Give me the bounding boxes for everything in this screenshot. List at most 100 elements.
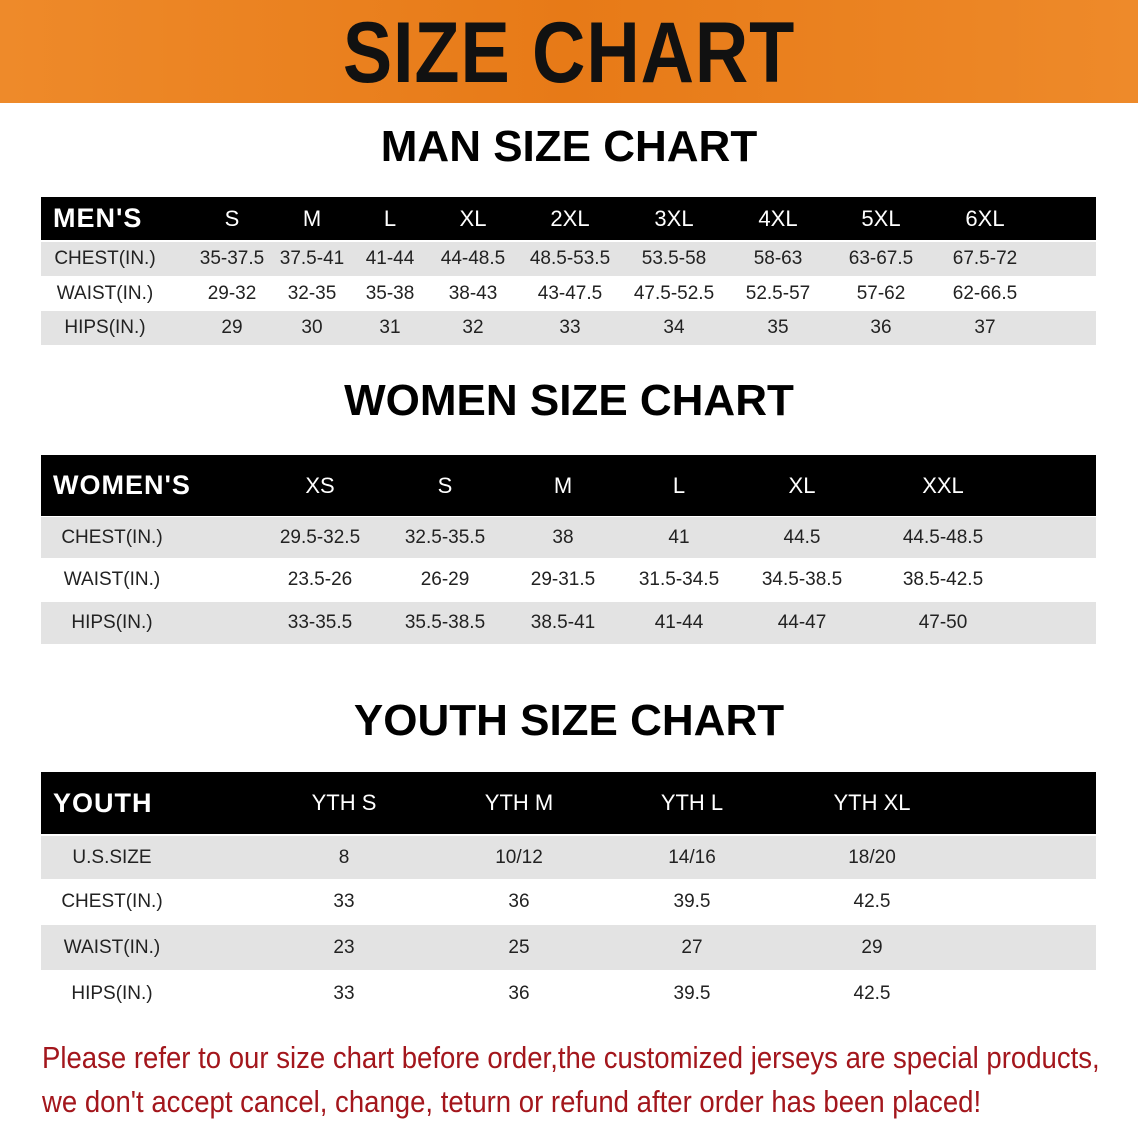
measurement-label: CHEST(IN.)	[61, 891, 163, 912]
measurement-value: 33-35.5	[287, 612, 353, 633]
measurement-value: 42.5	[853, 982, 891, 1004]
youth-header-label: YOUTH	[53, 787, 153, 818]
measurement-value: 10/12	[495, 846, 543, 868]
size-column-header: XL	[788, 472, 816, 498]
measurement-value: 39.5	[673, 982, 711, 1004]
men-header-row: MEN'S S M L XL 2XL 3XL 4XL 5XL 6XL	[41, 197, 1096, 240]
youth-size-table: YOUTH YTH S YTH M YTH L YTH XL U.S.SIZE 8 10/12…	[41, 772, 1096, 1016]
size-column-header: YTH L	[660, 790, 724, 815]
measurement-label: HIPS(IN.)	[71, 612, 153, 633]
size-column-header: L	[383, 205, 397, 231]
size-column-header: S	[437, 472, 453, 498]
size-column-header: XXL	[922, 472, 964, 498]
women-header-label: WOMEN'S	[53, 470, 191, 500]
measurement-value: 36	[508, 982, 530, 1004]
measurement-value: 37	[974, 317, 996, 338]
measurement-value: 44-48.5	[440, 248, 506, 269]
measurement-value: 35-38	[365, 283, 415, 304]
measurement-value: 36	[508, 891, 530, 912]
banner-title: SIZE CHART	[342, 5, 796, 101]
measurement-value: 29-32	[207, 283, 257, 304]
women-section-title: WOMEN SIZE CHART	[344, 376, 794, 425]
measurement-label: U.S.SIZE	[72, 846, 152, 868]
size-column-header: 6XL	[965, 205, 1005, 231]
measurement-label: WAIST(IN.)	[56, 283, 154, 304]
measurement-value: 31	[379, 317, 401, 338]
measurement-value: 44.5-48.5	[902, 526, 984, 548]
policy-note-line-2: we don't accept cancel, change, teturn o…	[42, 1084, 982, 1119]
measurement-value: 48.5-53.5	[529, 248, 611, 269]
measurement-value: 35-37.5	[199, 248, 265, 269]
measurement-value: 34	[663, 317, 685, 338]
table-row: CHEST(IN.) 35-37.5 37.5-41 41-44 44-48.5 48.5…	[41, 242, 1096, 276]
measurement-label: CHEST(IN.)	[61, 526, 163, 548]
measurement-value: 25	[508, 936, 530, 958]
size-column-header: 5XL	[861, 205, 901, 231]
table-row: U.S.SIZE 8 10/12 14/16 18/20	[41, 836, 1096, 879]
measurement-value: 8	[338, 846, 350, 868]
measurement-value: 33	[333, 891, 355, 912]
measurement-value: 47.5-52.5	[633, 283, 715, 304]
measurement-value: 41-44	[365, 248, 415, 269]
measurement-value: 35.5-38.5	[404, 612, 486, 633]
measurement-value: 33	[559, 317, 581, 338]
size-column-header: YTH XL	[833, 790, 911, 815]
size-column-header: L	[672, 472, 686, 498]
measurement-value: 32	[462, 317, 484, 338]
measurement-value: 47-50	[918, 612, 968, 633]
measurement-value: 36	[870, 317, 892, 338]
size-column-header: S	[224, 205, 240, 231]
size-column-header: YTH S	[311, 790, 377, 815]
measurement-value: 29.5-32.5	[279, 526, 361, 548]
women-header-row: WOMEN'S XS S M L XL XXL	[41, 455, 1096, 516]
size-column-header: M	[553, 472, 573, 498]
measurement-value: 34.5-38.5	[761, 569, 843, 590]
measurement-label: CHEST(IN.)	[54, 248, 156, 269]
table-row: WAIST(IN.) 23 25 27 29	[41, 925, 1096, 970]
measurement-label: HIPS(IN.)	[64, 317, 146, 338]
measurement-label: WAIST(IN.)	[63, 936, 161, 958]
measurement-value: 41-44	[654, 612, 704, 633]
measurement-value: 58-63	[753, 248, 803, 269]
size-column-header: M	[302, 205, 322, 231]
men-size-table: MEN'S S M L XL 2XL 3XL 4XL 5XL 6XL CHEST(IN.) 35-37…	[41, 197, 1096, 346]
table-row: WAIST(IN.) 29-32 32-35 35-38 38-43 43-47.5 47.…	[41, 277, 1096, 311]
measurement-value: 38.5-41	[530, 612, 596, 633]
measurement-value: 29	[221, 317, 243, 338]
women-size-table: WOMEN'S XS S M L XL XXL CHEST(IN.) 29.5-32.5 32.5…	[41, 455, 1096, 645]
measurement-value: 41	[668, 526, 690, 548]
measurement-value: 67.5-72	[952, 248, 1018, 269]
measurement-value: 32-35	[287, 283, 337, 304]
measurement-value: 23.5-26	[287, 569, 353, 590]
table-row: HIPS(IN.) 29 30 31 32 33 34 35 36 37	[41, 311, 1096, 345]
men-header-label: MEN'S	[53, 203, 143, 233]
measurement-value: 57-62	[856, 283, 906, 304]
measurement-value: 43-47.5	[537, 283, 603, 304]
measurement-value: 31.5-34.5	[638, 569, 720, 590]
youth-header-row: YOUTH YTH S YTH M YTH L YTH XL	[41, 772, 1096, 834]
measurement-label: WAIST(IN.)	[63, 569, 161, 590]
measurement-value: 29-31.5	[530, 569, 596, 590]
measurement-value: 18/20	[848, 846, 896, 868]
measurement-value: 27	[681, 936, 703, 958]
measurement-value: 38	[552, 526, 574, 548]
men-section-title: MAN SIZE CHART	[380, 122, 758, 171]
measurement-value: 23	[333, 936, 355, 958]
measurement-value: 42.5	[853, 891, 891, 912]
measurement-value: 29	[861, 936, 883, 958]
size-chart-banner: SIZE CHART	[0, 0, 1138, 103]
measurement-value: 62-66.5	[952, 283, 1018, 304]
measurement-value: 38-43	[448, 283, 498, 304]
size-column-header: XL	[459, 205, 487, 231]
table-row: CHEST(IN.) 29.5-32.5 32.5-35.5 38 41 44.5 44.5…	[41, 517, 1096, 558]
table-row: HIPS(IN.) 33 36 39.5 42.5	[41, 971, 1096, 1016]
policy-note-line-1: Please refer to our size chart before or…	[42, 1040, 1100, 1075]
size-column-header: 3XL	[654, 205, 694, 231]
measurement-value: 32.5-35.5	[404, 526, 486, 548]
measurement-value: 14/16	[668, 846, 716, 868]
measurement-value: 39.5	[673, 891, 711, 912]
measurement-value: 53.5-58	[641, 248, 707, 269]
measurement-value: 35	[767, 317, 789, 338]
size-column-header: XS	[305, 472, 335, 498]
size-column-header: 4XL	[758, 205, 798, 231]
